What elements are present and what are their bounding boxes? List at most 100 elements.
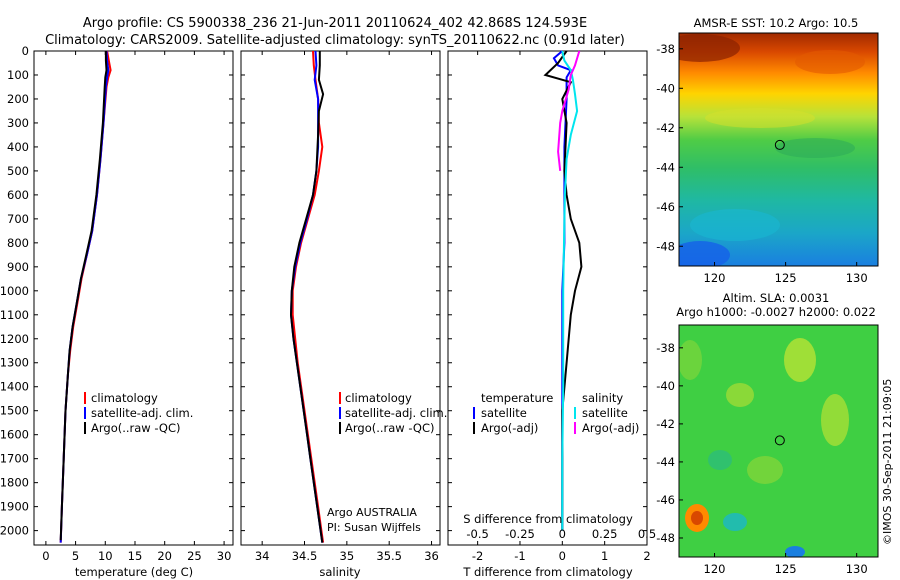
series-line-argo-raw-qc- xyxy=(59,51,108,541)
depth-tick-label: 700 xyxy=(7,212,29,226)
sst-map-title: AMSR-E SST: 10.2 Argo: 10.5 xyxy=(694,16,859,30)
sst-lon-tick-label: 130 xyxy=(846,271,868,285)
sst-map-frame xyxy=(678,32,879,267)
depth-tick-label: 600 xyxy=(7,188,29,202)
sla-low-patch xyxy=(723,513,747,531)
difference-legend: temperature satellite Argo(-adj) salinit… xyxy=(473,391,639,435)
salinity-xlabel: salinity xyxy=(319,565,360,579)
figure-title-line1: Argo profile: CS 5900338_236 21-Jun-2011… xyxy=(83,16,587,31)
difference-tick-label: 0 xyxy=(559,549,566,563)
salinity-series xyxy=(289,50,325,543)
sst-map xyxy=(679,33,878,266)
depth-tick-label: 300 xyxy=(7,116,29,130)
temperature-tick-label: 5 xyxy=(72,549,79,563)
sst-front-patch xyxy=(705,108,815,128)
sst-lon-tick-label: 120 xyxy=(704,271,726,285)
sla-lat-tick-label: -46 xyxy=(656,493,675,507)
difference-tick-label: -1 xyxy=(514,549,525,563)
salinity-tick-label: 34.5 xyxy=(292,549,318,563)
legend-label-salinity-argo: Argo(-adj) xyxy=(582,421,639,435)
temperature-panel-frame xyxy=(33,50,234,546)
sla-field xyxy=(679,325,878,557)
depth-tick-label: 500 xyxy=(7,164,29,178)
depth-tick-label: 1300 xyxy=(0,356,29,370)
salinity-x-axis: 34 34.5 35 35.5 36 xyxy=(255,51,439,563)
legend-label-temperature-satellite: satellite xyxy=(481,406,527,420)
depth-tick-label: 1200 xyxy=(0,332,29,346)
sla-warm-core xyxy=(691,511,703,525)
legend-label-climatology: climatology xyxy=(345,391,412,405)
sla-high-patch xyxy=(821,394,849,446)
depth-tick-label: 1100 xyxy=(0,308,29,322)
sst-warm-patch xyxy=(795,50,865,74)
sla-high-patch xyxy=(784,338,816,382)
series-line-argo-raw-qc- xyxy=(289,51,325,543)
series-line-satellite-adj-clim- xyxy=(59,50,110,543)
depth-tick-label: 1600 xyxy=(0,428,29,442)
difference-top-ticks: -0.5 -0.25 0 0.25 0.5 xyxy=(466,527,656,541)
sst-lon-tick-label: 125 xyxy=(775,271,797,285)
sla-lat-tick-label: -40 xyxy=(656,379,675,393)
temperature-tick-label: 25 xyxy=(187,549,202,563)
difference-xlabel-top: S difference from climatology xyxy=(463,512,633,526)
temperature-tick-label: 15 xyxy=(128,549,143,563)
salinity-difference-tick-label: -0.5 xyxy=(466,527,488,541)
salinity-difference-tick-label: 0.25 xyxy=(592,527,618,541)
sst-lat-tick-label: -46 xyxy=(656,200,675,214)
legend-header-salinity: salinity xyxy=(582,391,623,405)
sst-lat-tick-label: -42 xyxy=(656,121,675,135)
legend-label-temperature-argo: Argo(-adj) xyxy=(481,421,538,435)
sla-lat-tick-label: -38 xyxy=(656,341,675,355)
depth-tick-label: 400 xyxy=(7,140,29,154)
legend-label-argo: Argo(..raw -QC) xyxy=(345,421,435,435)
salinity-tick-label: 35.5 xyxy=(376,549,402,563)
sla-high-patch xyxy=(679,340,702,380)
sla-high-patch xyxy=(726,383,754,407)
salinity-panel-frame xyxy=(240,50,441,546)
legend-label-salinity-satellite: satellite xyxy=(582,406,628,420)
figure-title-line2: Climatology: CARS2009. Satellite-adjuste… xyxy=(45,33,625,48)
sla-map-axes: 120 125 130 -38 -40 -42 -44 -46 -48 xyxy=(656,341,867,576)
difference-tick-label: -2 xyxy=(472,549,483,563)
salinity-difference-tick-label: 0.5 xyxy=(638,527,656,541)
difference-series xyxy=(543,50,583,531)
sla-map-title: Altim. SLA: 0.0031 xyxy=(723,291,830,305)
sst-cool-patch xyxy=(690,209,780,241)
imos-credit: ©IMOS 30-Sep-2011 21:09:05 xyxy=(881,379,894,545)
legend-label-satellite: satellite-adj. clim. xyxy=(345,406,447,420)
legend-label-satellite: satellite-adj. clim. xyxy=(91,406,193,420)
sst-lat-tick-label: -38 xyxy=(656,42,675,56)
depth-tick-label: 200 xyxy=(7,92,29,106)
depth-tick-label: 0 xyxy=(22,44,29,58)
difference-x-axis: -2 -1 0 1 2 xyxy=(472,51,651,563)
sst-lat-tick-label: -48 xyxy=(656,239,675,253)
temperature-tick-label: 20 xyxy=(157,549,172,563)
sla-lon-tick-label: 120 xyxy=(704,562,726,576)
sst-map-axes: 120 125 130 -38 -40 -42 -44 -46 -48 xyxy=(656,42,867,285)
sst-argo-location-marker xyxy=(774,139,785,150)
temperature-series xyxy=(59,50,112,543)
sla-map-frame xyxy=(678,324,879,558)
depth-tick-label: 800 xyxy=(7,236,29,250)
difference-xlabel: T difference from climatology xyxy=(462,565,633,579)
sla-lon-tick-label: 130 xyxy=(846,562,868,576)
sla-map-subtitle: Argo h1000: -0.0027 h2000: 0.022 xyxy=(676,305,876,319)
salinity-tick-label: 36 xyxy=(424,549,439,563)
sst-cold-patch xyxy=(679,241,730,266)
sla-cold-patch xyxy=(785,546,805,557)
sla-lon-tick-label: 125 xyxy=(775,562,797,576)
depth-tick-label: 1900 xyxy=(0,500,29,514)
depth-tick-label: 100 xyxy=(7,68,29,82)
legend-header-temperature: temperature xyxy=(481,391,553,405)
legend-label-climatology: climatology xyxy=(91,391,158,405)
sst-lat-tick-label: -40 xyxy=(656,81,675,95)
series-line-temperature-argo-adj- xyxy=(543,50,583,531)
sla-lat-tick-label: -44 xyxy=(656,455,675,469)
sla-lat-tick-label: -42 xyxy=(656,417,675,431)
temperature-tick-label: 30 xyxy=(217,549,232,563)
sla-argo-location-marker xyxy=(774,435,785,446)
depth-tick-label: 1400 xyxy=(0,380,29,394)
salinity-legend: climatology satellite-adj. clim. Argo(..… xyxy=(339,391,447,435)
legend-label-argo: Argo(..raw -QC) xyxy=(91,421,181,435)
